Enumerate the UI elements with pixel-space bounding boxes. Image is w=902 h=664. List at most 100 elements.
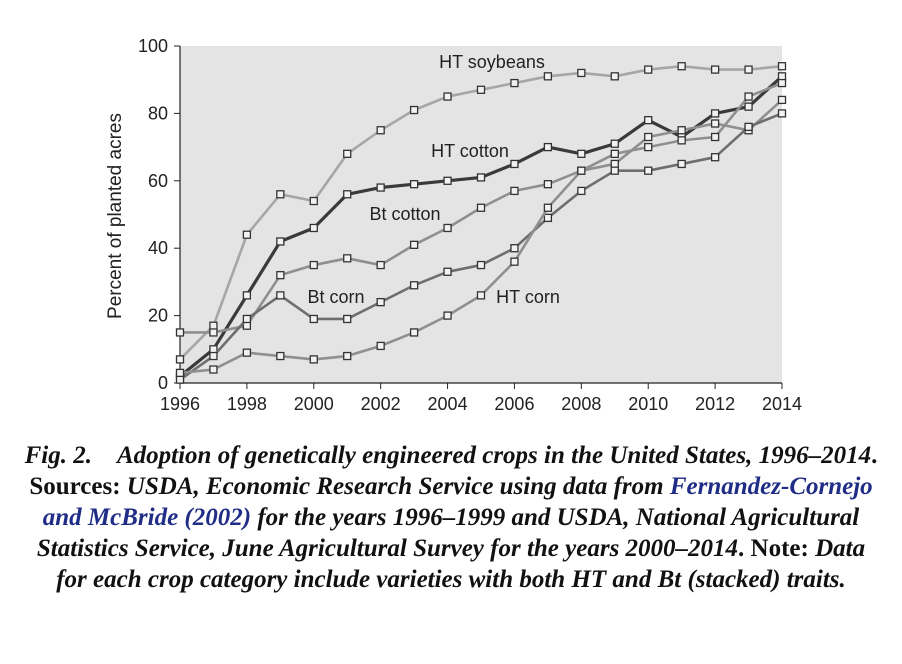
y-tick-label: 20: [148, 306, 168, 326]
data-point: [376, 341, 385, 351]
y-tick-label: 40: [148, 238, 168, 258]
data-point: [376, 260, 385, 270]
y-tick-label: 80: [148, 103, 168, 123]
data-point: [543, 203, 553, 212]
sources-text: USDA, Economic Research Service using da…: [120, 473, 664, 500]
x-tick-label: 1996: [160, 394, 200, 414]
data-point: [409, 240, 419, 249]
figure-label: Fig. 2.: [24, 442, 92, 469]
y-tick-label: 0: [158, 373, 168, 393]
data-point: [510, 159, 519, 169]
data-point: [744, 122, 753, 132]
data-point: [343, 351, 352, 361]
reference-link[interactable]: Fernandez-Cornejo and McBride (2002): [42, 473, 873, 531]
x-tick-label: 1998: [227, 394, 267, 414]
data-point: [209, 321, 218, 330]
series-label: HT soybeans: [439, 52, 545, 72]
x-tick-label: 2010: [628, 394, 668, 414]
data-point: [276, 291, 285, 300]
data-point: [710, 119, 720, 128]
data-point: [644, 65, 653, 74]
data-point: [309, 223, 318, 233]
sources-end: .: [738, 535, 745, 562]
data-point: [710, 153, 720, 162]
data-point: [610, 149, 619, 158]
series-ht-soybeans: [175, 62, 787, 364]
series-ht-corn: [175, 78, 787, 378]
data-point: [409, 281, 419, 290]
data-point: [242, 348, 252, 357]
data-point: [376, 297, 385, 307]
data-point: [376, 183, 385, 192]
x-tick-label: 2006: [494, 394, 534, 414]
data-point: [175, 375, 185, 384]
data-point: [577, 149, 586, 158]
series-layer: [175, 62, 787, 384]
data-point: [309, 260, 318, 270]
data-point: [343, 314, 352, 324]
data-point: [677, 159, 686, 169]
data-point: [510, 186, 519, 196]
figure-title: Adoption of genetically engineered crops…: [116, 442, 872, 469]
figure-caption: Fig. 2. Adoption of genetically engineer…: [20, 440, 882, 595]
data-point: [777, 78, 787, 88]
data-point: [644, 132, 653, 142]
data-point: [476, 291, 486, 300]
y-tick-label: 100: [138, 36, 168, 56]
y-tick-label: 60: [148, 171, 168, 191]
data-point: [343, 254, 352, 263]
data-point: [677, 126, 686, 135]
data-point: [644, 142, 653, 152]
data-point: [577, 68, 586, 78]
data-point: [710, 132, 720, 142]
data-point: [242, 314, 252, 324]
series-label: Bt corn: [307, 287, 364, 307]
x-tick-label: 2000: [294, 394, 334, 414]
data-point: [543, 72, 553, 81]
data-point: [209, 328, 218, 337]
title-end: .: [871, 442, 878, 469]
note-text: Data for each crop category include vari…: [56, 535, 866, 593]
data-point: [543, 142, 553, 152]
data-point: [510, 78, 519, 88]
series-label: Bt cotton: [369, 204, 440, 224]
data-point: [744, 102, 753, 111]
data-point: [309, 355, 318, 364]
data-point: [543, 180, 553, 189]
data-point: [543, 213, 553, 223]
data-point: [309, 314, 318, 324]
data-point: [443, 92, 452, 101]
data-point: [443, 311, 452, 320]
data-point: [443, 176, 452, 185]
note-label: Note:: [750, 535, 809, 562]
data-point: [744, 92, 753, 101]
series-label: HT cotton: [431, 141, 509, 161]
data-point: [343, 149, 352, 158]
data-point: [175, 355, 185, 364]
data-point: [710, 109, 720, 118]
x-tick-label: 2002: [361, 394, 401, 414]
data-point: [476, 85, 486, 94]
data-point: [777, 72, 787, 81]
data-point: [510, 257, 519, 266]
data-point: [409, 328, 419, 337]
data-point: [777, 62, 787, 71]
data-point: [276, 237, 285, 246]
data-point: [443, 267, 452, 276]
data-point: [610, 139, 619, 148]
data-point: [242, 230, 252, 239]
data-point: [610, 159, 619, 169]
data-point: [242, 291, 252, 300]
data-point: [577, 186, 586, 196]
sources-text-2: for the years 1996–1999 and USDA, Nation…: [36, 504, 860, 562]
data-point: [276, 190, 285, 199]
data-point: [175, 368, 185, 378]
data-point: [209, 351, 218, 361]
x-tick-label: 2004: [428, 394, 468, 414]
data-point: [577, 166, 586, 175]
data-point: [409, 180, 419, 189]
labels-layer: HT soybeans HT cotton Bt cotton Bt corn HT c…: [307, 52, 559, 307]
data-point: [409, 105, 419, 115]
data-point: [744, 65, 753, 74]
data-point: [476, 173, 486, 182]
